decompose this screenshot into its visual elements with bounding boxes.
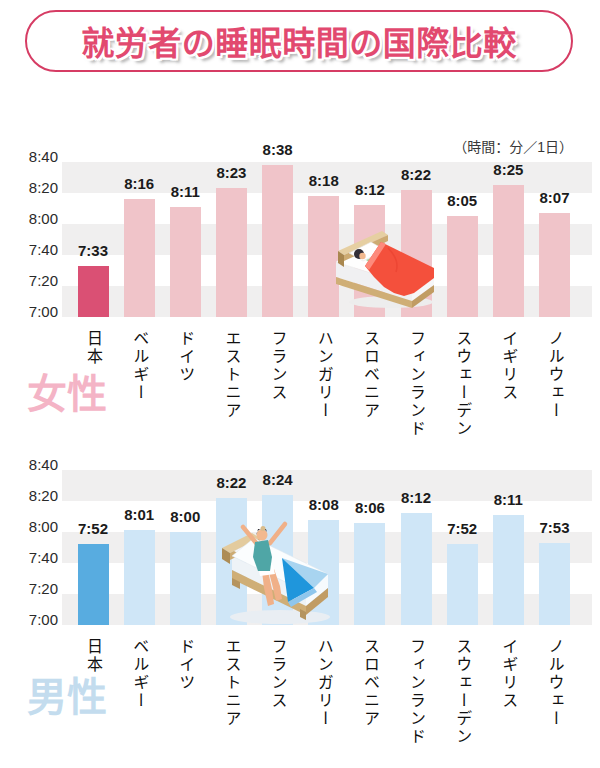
category-label: ハンガリー: [315, 638, 333, 728]
bar-女性-イギリス: [493, 185, 524, 317]
value-label: 8:12: [342, 182, 398, 198]
y-axis-tick-label: 8:20: [0, 487, 58, 505]
category-label: スロベニア: [361, 638, 379, 728]
y-axis-tick-label: 7:40: [0, 549, 58, 567]
category-label: フィンランド: [407, 638, 425, 746]
group-label-女性: 女性: [27, 374, 107, 414]
bar-女性-ドイツ: [170, 207, 201, 317]
value-label: 7:53: [527, 520, 583, 536]
y-axis-tick-label: 8:20: [0, 179, 58, 197]
waking-person-bed-illustration: [216, 514, 348, 626]
category-label: イギリス: [499, 638, 517, 710]
value-label: 8:38: [250, 142, 306, 158]
category-label: スウェーデン: [453, 638, 471, 746]
value-label: 8:05: [434, 193, 490, 209]
bar-男性-ノルウェー: [539, 543, 570, 625]
bar-女性-ハンガリー: [308, 196, 339, 317]
category-label: イギリス: [499, 330, 517, 402]
bar-女性-ベルギー: [124, 199, 155, 317]
value-label: 8:22: [388, 167, 444, 183]
category-label: スウェーデン: [453, 330, 471, 438]
y-axis-tick-label: 7:00: [0, 303, 58, 321]
value-label: 8:23: [203, 165, 259, 181]
value-label: 7:52: [434, 521, 490, 537]
bar-男性-ドイツ: [170, 532, 201, 625]
value-label: 8:25: [480, 162, 536, 178]
y-axis-tick-label: 8:40: [0, 456, 58, 474]
y-axis-tick-label: 7:40: [0, 241, 58, 259]
bar-男性-イギリス: [493, 515, 524, 625]
y-axis-tick-label: 8:40: [0, 148, 58, 166]
bar-男性-日本: [78, 544, 109, 625]
category-label: ドイツ: [176, 330, 194, 384]
value-label: 8:07: [527, 190, 583, 206]
y-axis-tick-label: 8:00: [0, 210, 58, 228]
category-label: 日本: [84, 330, 102, 366]
category-label: エストニア: [222, 638, 240, 728]
y-axis-tick-label: 8:00: [0, 518, 58, 536]
y-axis-tick-label: 7:00: [0, 611, 58, 629]
bar-女性-ノルウェー: [539, 213, 570, 317]
page-title: 就労者の睡眠時間の国際比較: [81, 17, 517, 65]
value-label: 7:33: [65, 243, 121, 259]
value-label: 8:24: [250, 472, 306, 488]
unit-note: （時間：分／1日）: [453, 136, 573, 156]
category-label: フィンランド: [407, 330, 425, 438]
value-label: 8:11: [480, 492, 536, 508]
value-label: 8:12: [388, 490, 444, 506]
value-label: 8:00: [157, 509, 213, 525]
title-box: 就労者の睡眠時間の国際比較: [25, 10, 573, 72]
sleeping-person-bed-illustration: [336, 226, 448, 310]
bar-男性-スロベニア: [354, 523, 385, 625]
category-label: ノルウェー: [546, 330, 564, 420]
category-label: ドイツ: [176, 638, 194, 692]
category-label: ハンガリー: [315, 330, 333, 420]
bar-女性-日本: [78, 266, 109, 317]
bar-女性-スウェーデン: [447, 216, 478, 317]
bar-女性-エストニア: [216, 188, 247, 317]
bar-男性-ベルギー: [124, 530, 155, 625]
value-label: 8:11: [157, 184, 213, 200]
value-label: 7:52: [65, 521, 121, 537]
bar-男性-フィンランド: [401, 513, 432, 625]
category-label: ベルギー: [130, 330, 148, 402]
bar-男性-スウェーデン: [447, 544, 478, 625]
category-label: フランス: [269, 638, 287, 710]
category-label: ベルギー: [130, 638, 148, 710]
y-axis-tick-label: 7:20: [0, 580, 58, 598]
y-axis-tick-label: 7:20: [0, 272, 58, 290]
category-label: 日本: [84, 638, 102, 674]
category-label: スロベニア: [361, 330, 379, 420]
category-label: フランス: [269, 330, 287, 402]
bar-女性-フランス: [262, 165, 293, 317]
category-label: エストニア: [222, 330, 240, 420]
category-label: ノルウェー: [546, 638, 564, 728]
infographic-page: 就労者の睡眠時間の国際比較 （時間：分／1日） 8:40 8:20 8:00 7:40…: [0, 0, 600, 768]
group-label-男性: 男性: [27, 677, 107, 717]
